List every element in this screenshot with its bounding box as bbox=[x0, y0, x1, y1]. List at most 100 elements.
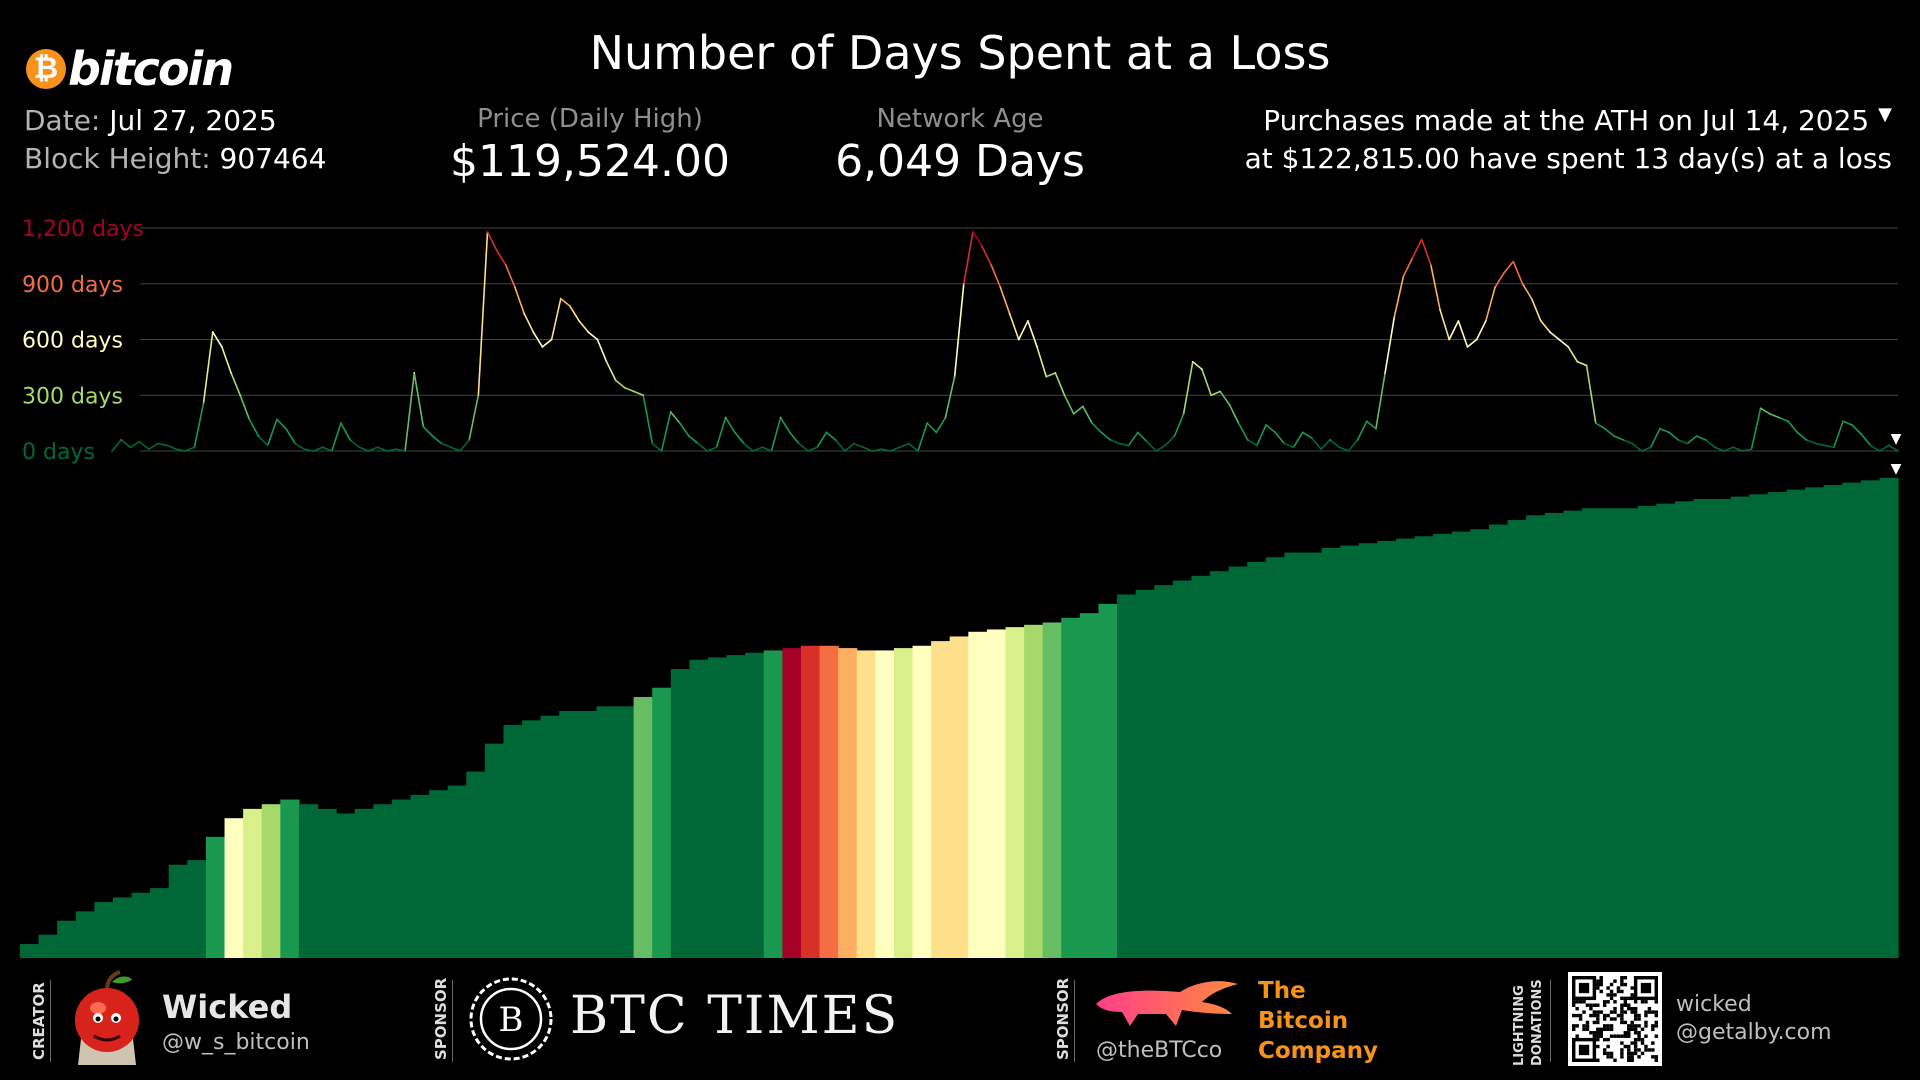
qr-cell bbox=[1623, 1031, 1628, 1035]
qr-cell bbox=[1575, 1006, 1579, 1011]
lower-heat-panel bbox=[20, 478, 1899, 958]
ath-text-1: Purchases made at the ATH on Jul 14, 202… bbox=[1263, 104, 1870, 137]
line-segment bbox=[962, 230, 974, 285]
line-segment bbox=[505, 264, 516, 289]
heat-bar bbox=[949, 636, 969, 958]
line-segment bbox=[349, 439, 361, 449]
qr-cell bbox=[1613, 993, 1617, 997]
data-point bbox=[1539, 320, 1542, 322]
line-segment bbox=[935, 416, 947, 434]
qr-cell bbox=[1630, 1051, 1634, 1056]
heat-bar bbox=[670, 669, 690, 958]
qr-cell bbox=[1640, 1037, 1645, 1042]
line-segment bbox=[1759, 407, 1771, 415]
date-value: Jul 27, 2025 bbox=[109, 104, 277, 137]
data-point bbox=[1356, 438, 1359, 441]
qr-finder-core bbox=[1578, 982, 1590, 994]
qr-cell bbox=[1578, 1017, 1583, 1021]
heat-bar bbox=[838, 648, 858, 958]
heat-bar bbox=[466, 771, 486, 958]
qr-cell bbox=[1609, 989, 1614, 994]
qr-cell bbox=[1596, 1003, 1600, 1007]
heat-bar bbox=[1377, 540, 1397, 958]
qr-cell bbox=[1609, 1024, 1614, 1028]
heat-bar bbox=[1154, 585, 1174, 958]
qr-cell bbox=[1630, 1010, 1634, 1014]
qr-cell bbox=[1654, 1020, 1658, 1025]
qr-cell bbox=[1644, 1048, 1648, 1052]
qr-cell bbox=[1623, 1000, 1628, 1004]
line-segment bbox=[908, 442, 919, 452]
qr-cell bbox=[1633, 1000, 1638, 1004]
creator-label: CREATOR bbox=[30, 982, 48, 1060]
heat-bar bbox=[205, 836, 226, 958]
bitcoin-coin-icon: ₿ bbox=[26, 49, 66, 89]
qr-cell bbox=[1644, 1000, 1648, 1004]
qr-cell bbox=[1585, 1003, 1590, 1007]
data-point bbox=[1594, 422, 1597, 425]
qr-cell bbox=[1613, 1017, 1617, 1021]
line-segment bbox=[1365, 420, 1377, 430]
heat-bar bbox=[1433, 533, 1453, 958]
qr-cell bbox=[1609, 996, 1614, 1001]
data-point bbox=[1851, 424, 1854, 426]
qr-cell bbox=[1572, 1024, 1576, 1028]
lightning-name: wicked bbox=[1676, 992, 1752, 1017]
qr-cell bbox=[1609, 1034, 1614, 1038]
heat-bar bbox=[596, 706, 616, 958]
data-point bbox=[953, 375, 956, 378]
data-point bbox=[1768, 412, 1771, 415]
data-point bbox=[211, 331, 214, 333]
bitcoin-logo: ₿ bitcoin bbox=[26, 42, 234, 96]
heat-bar bbox=[1507, 519, 1527, 958]
data-point bbox=[129, 446, 132, 449]
line-segment bbox=[1137, 431, 1148, 443]
line-segment bbox=[972, 230, 983, 248]
data-point bbox=[1585, 364, 1588, 367]
line-segment bbox=[486, 230, 498, 252]
qr-cell bbox=[1592, 1013, 1597, 1018]
data-point bbox=[523, 312, 526, 315]
qr-code-icon[interactable] bbox=[1568, 972, 1662, 1066]
line-segment bbox=[944, 375, 956, 419]
line-segment bbox=[166, 444, 177, 450]
qr-cell bbox=[1596, 1027, 1600, 1032]
qr-cell bbox=[1633, 1024, 1638, 1028]
upper-line-panel bbox=[111, 230, 1899, 452]
heat-bar bbox=[1786, 489, 1806, 958]
data-point bbox=[367, 450, 370, 452]
qr-cell bbox=[1585, 1027, 1590, 1032]
data-point bbox=[733, 431, 736, 434]
heat-bar bbox=[224, 818, 244, 958]
data-point bbox=[1320, 448, 1322, 451]
line-segment bbox=[367, 446, 379, 452]
ath-marker-icon: ▼ bbox=[1878, 104, 1892, 125]
line-segment bbox=[734, 431, 745, 445]
qr-cell bbox=[1630, 993, 1634, 997]
heat-bar bbox=[1749, 494, 1769, 958]
qr-cell bbox=[1627, 1034, 1631, 1038]
heat-bar bbox=[1526, 515, 1546, 958]
line-segment bbox=[569, 305, 580, 322]
heat-bar bbox=[1674, 501, 1695, 958]
qr-cell bbox=[1609, 1010, 1614, 1014]
qr-cell bbox=[1637, 1048, 1641, 1052]
qr-cell bbox=[1602, 1024, 1607, 1028]
data-point bbox=[624, 386, 626, 389]
data-point bbox=[248, 418, 251, 421]
data-point bbox=[1750, 448, 1753, 451]
y-tick-label: 1,200 days bbox=[22, 217, 144, 242]
qr-cell bbox=[1640, 1041, 1645, 1045]
line-segment bbox=[605, 360, 617, 382]
heat-bar bbox=[1637, 505, 1657, 958]
line-segment bbox=[184, 446, 196, 452]
qr-cell bbox=[1602, 1048, 1607, 1052]
date-line: Date: Jul 27, 2025 bbox=[24, 104, 277, 137]
heat-bar bbox=[373, 804, 393, 958]
qr-cell bbox=[1602, 1003, 1607, 1007]
data-point bbox=[330, 450, 333, 452]
creator-name: Wicked bbox=[162, 988, 293, 1026]
line-segment bbox=[807, 446, 819, 452]
line-segment bbox=[688, 435, 699, 445]
btc-times-seal-icon: B bbox=[469, 977, 553, 1061]
